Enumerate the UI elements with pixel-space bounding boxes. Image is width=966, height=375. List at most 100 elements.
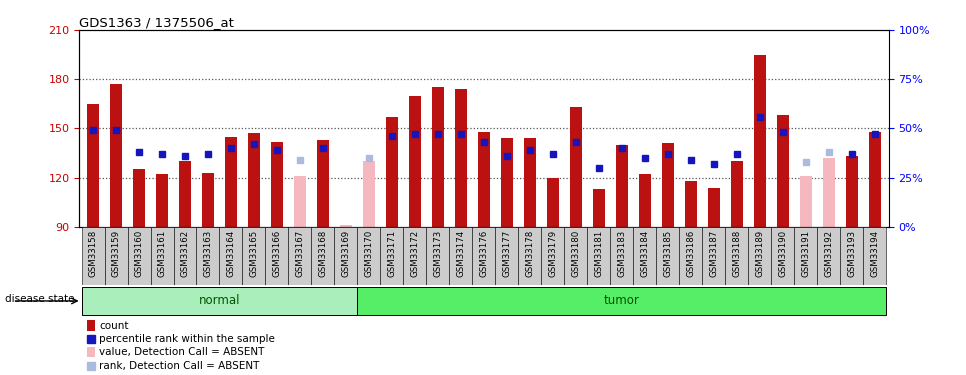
Text: disease state: disease state bbox=[5, 294, 74, 304]
Text: GSM33167: GSM33167 bbox=[296, 230, 304, 277]
Bar bbox=[404, 227, 426, 285]
Text: tumor: tumor bbox=[604, 294, 639, 307]
Bar bbox=[266, 227, 289, 285]
Bar bbox=[864, 227, 887, 285]
Bar bbox=[794, 227, 817, 285]
Bar bbox=[311, 227, 334, 285]
Bar bbox=[587, 227, 611, 285]
Text: GSM33191: GSM33191 bbox=[802, 230, 810, 277]
Bar bbox=[270, 142, 283, 227]
Bar bbox=[87, 320, 95, 331]
Bar bbox=[128, 227, 151, 285]
Bar bbox=[362, 161, 376, 227]
Bar bbox=[753, 55, 766, 227]
Text: GSM33179: GSM33179 bbox=[549, 230, 557, 277]
Bar bbox=[524, 138, 536, 227]
Text: GSM33186: GSM33186 bbox=[687, 230, 696, 277]
Bar bbox=[357, 286, 887, 315]
Bar bbox=[432, 87, 444, 227]
Text: GSM33184: GSM33184 bbox=[640, 230, 649, 277]
Text: GSM33183: GSM33183 bbox=[617, 230, 626, 277]
Bar bbox=[225, 136, 238, 227]
Bar bbox=[592, 189, 606, 227]
Text: GSM33194: GSM33194 bbox=[870, 230, 879, 277]
Text: GSM33180: GSM33180 bbox=[572, 230, 581, 277]
Text: GSM33172: GSM33172 bbox=[411, 230, 419, 277]
Bar bbox=[702, 227, 725, 285]
Text: count: count bbox=[99, 321, 128, 331]
Text: GSM33181: GSM33181 bbox=[594, 230, 604, 277]
Bar bbox=[317, 140, 329, 227]
Text: GSM33187: GSM33187 bbox=[709, 230, 719, 277]
Bar bbox=[500, 138, 513, 227]
Bar bbox=[639, 174, 651, 227]
Text: normal: normal bbox=[199, 294, 241, 307]
Bar bbox=[174, 227, 196, 285]
Text: GSM33173: GSM33173 bbox=[434, 230, 442, 277]
Bar bbox=[570, 107, 582, 227]
Bar bbox=[81, 286, 357, 315]
Bar bbox=[87, 104, 99, 227]
Text: GSM33169: GSM33169 bbox=[342, 230, 351, 277]
Text: GSM33166: GSM33166 bbox=[272, 230, 281, 277]
Bar bbox=[496, 227, 519, 285]
Text: GSM33176: GSM33176 bbox=[479, 230, 489, 277]
Bar bbox=[564, 227, 587, 285]
Text: GSM33164: GSM33164 bbox=[226, 230, 236, 277]
Bar bbox=[104, 227, 128, 285]
Bar bbox=[87, 347, 95, 357]
Bar bbox=[800, 176, 812, 227]
Text: value, Detection Call = ABSENT: value, Detection Call = ABSENT bbox=[99, 347, 265, 357]
Bar bbox=[840, 227, 864, 285]
Bar bbox=[547, 178, 559, 227]
Bar bbox=[340, 225, 353, 227]
Text: GSM33174: GSM33174 bbox=[457, 230, 466, 277]
Bar bbox=[196, 227, 219, 285]
Bar bbox=[381, 227, 404, 285]
Bar bbox=[845, 156, 858, 227]
Bar bbox=[334, 227, 357, 285]
Bar bbox=[657, 227, 679, 285]
Bar bbox=[679, 227, 702, 285]
Text: GSM33161: GSM33161 bbox=[157, 230, 166, 277]
Bar bbox=[542, 227, 564, 285]
Bar bbox=[662, 143, 674, 227]
Text: GSM33168: GSM33168 bbox=[319, 230, 327, 277]
Text: rank, Detection Call = ABSENT: rank, Detection Call = ABSENT bbox=[99, 361, 260, 371]
Text: GSM33185: GSM33185 bbox=[664, 230, 672, 277]
Bar bbox=[472, 227, 496, 285]
Bar bbox=[772, 227, 794, 285]
Bar bbox=[151, 227, 174, 285]
Bar bbox=[156, 174, 168, 227]
Text: GSM33189: GSM33189 bbox=[755, 230, 764, 277]
Bar bbox=[611, 227, 634, 285]
Bar bbox=[685, 181, 697, 227]
Bar bbox=[357, 227, 381, 285]
Text: GSM33170: GSM33170 bbox=[364, 230, 374, 277]
Bar bbox=[777, 116, 789, 227]
Bar bbox=[132, 170, 145, 227]
Text: GSM33177: GSM33177 bbox=[502, 230, 511, 277]
Text: GSM33188: GSM33188 bbox=[732, 230, 742, 277]
Bar bbox=[455, 89, 468, 227]
Bar bbox=[730, 161, 743, 227]
Bar bbox=[725, 227, 749, 285]
Bar bbox=[81, 227, 104, 285]
Text: GSM33190: GSM33190 bbox=[779, 230, 787, 277]
Bar bbox=[519, 227, 542, 285]
Bar bbox=[817, 227, 840, 285]
Text: GSM33178: GSM33178 bbox=[526, 230, 534, 277]
Text: GDS1363 / 1375506_at: GDS1363 / 1375506_at bbox=[79, 16, 234, 29]
Text: GSM33165: GSM33165 bbox=[249, 230, 259, 277]
Bar bbox=[477, 132, 491, 227]
Text: GSM33171: GSM33171 bbox=[387, 230, 396, 277]
Bar bbox=[708, 188, 721, 227]
Text: GSM33162: GSM33162 bbox=[181, 230, 189, 277]
Bar bbox=[247, 134, 260, 227]
Bar bbox=[242, 227, 266, 285]
Bar bbox=[385, 117, 398, 227]
Bar bbox=[615, 145, 628, 227]
Bar bbox=[219, 227, 242, 285]
Text: percentile rank within the sample: percentile rank within the sample bbox=[99, 334, 275, 344]
Bar bbox=[634, 227, 657, 285]
